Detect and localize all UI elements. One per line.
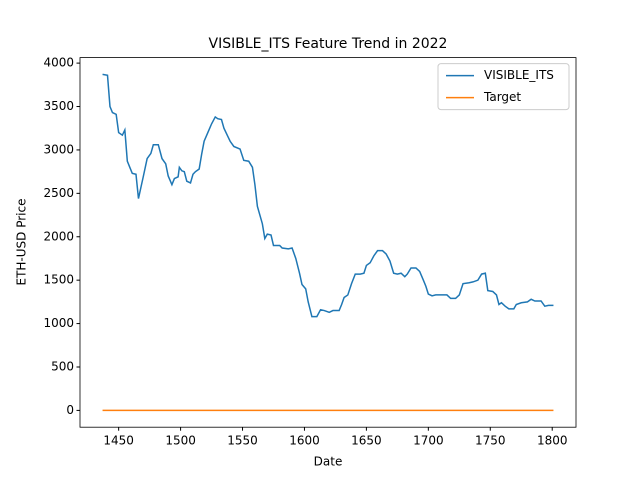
legend-label: VISIBLE_ITS bbox=[484, 68, 554, 82]
x-tick-label: 1700 bbox=[413, 434, 444, 448]
x-tick-label: 1450 bbox=[103, 434, 134, 448]
chart-title: VISIBLE_ITS Feature Trend in 2022 bbox=[209, 36, 448, 52]
x-tick-label: 1550 bbox=[227, 434, 258, 448]
x-axis-label: Date bbox=[314, 455, 343, 469]
x-tick-label: 1800 bbox=[537, 434, 568, 448]
y-tick-label: 3000 bbox=[43, 142, 74, 156]
y-tick-label: 0 bbox=[66, 403, 74, 417]
x-tick-label: 1500 bbox=[165, 434, 196, 448]
y-tick-label: 500 bbox=[51, 359, 74, 373]
legend-label: Target bbox=[483, 90, 521, 104]
plot-frame bbox=[79, 57, 577, 428]
data-line bbox=[102, 73, 554, 318]
y-axis-label: ETH-USD Price bbox=[15, 199, 29, 286]
y-tick-label: 1500 bbox=[43, 273, 74, 287]
y-tick-label: 4000 bbox=[43, 56, 74, 70]
y-tick-label: 2000 bbox=[43, 229, 74, 243]
x-tick-label: 1600 bbox=[289, 434, 320, 448]
y-tick-label: 3500 bbox=[43, 99, 74, 113]
y-tick-label: 1000 bbox=[43, 316, 74, 330]
x-tick-label: 1750 bbox=[475, 434, 506, 448]
x-tick-label: 1650 bbox=[351, 434, 382, 448]
y-tick-label: 2500 bbox=[43, 186, 74, 200]
